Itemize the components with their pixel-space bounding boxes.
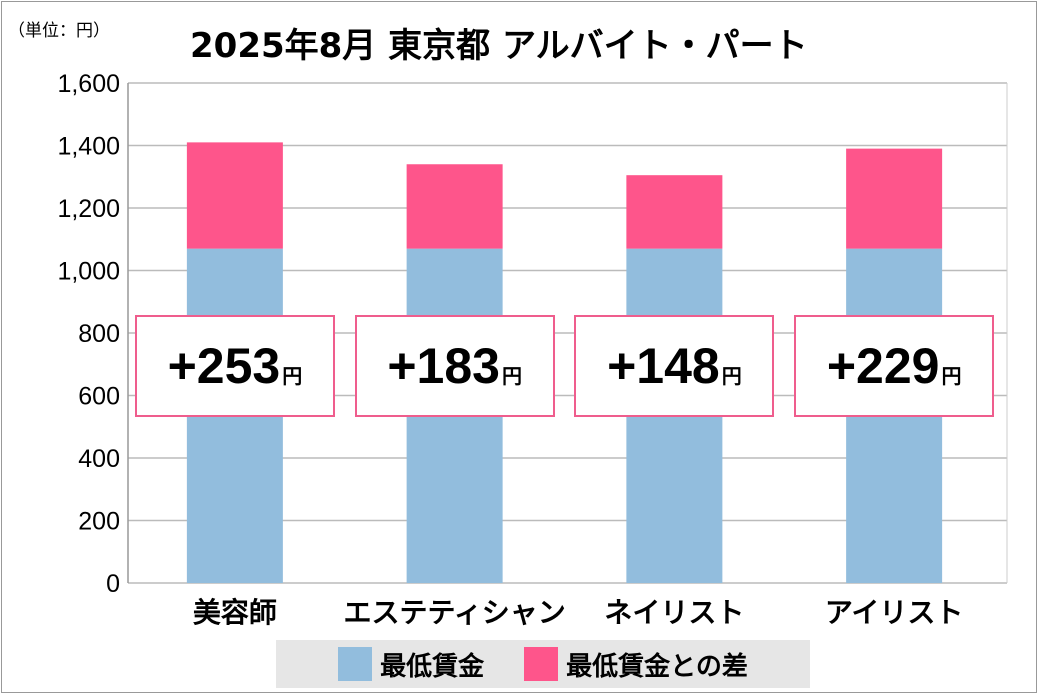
y-tick-label: 400 [78,445,120,473]
legend-label: 最低賃金との差 [566,651,748,682]
difference-label-box: +148 円 [574,315,775,417]
difference-unit: 円 [941,363,962,388]
x-category-label: アイリスト [825,596,964,629]
x-category-label: 美容師 [193,596,277,629]
unit-label: （単位：円） [8,21,110,41]
bar-difference [406,164,503,249]
y-tick-label: 600 [78,383,120,411]
y-tick-label: 800 [78,320,120,348]
legend-swatch [338,647,373,681]
difference-unit: 円 [721,363,742,388]
difference-label-box: +183 円 [354,315,555,417]
legend-swatch [524,647,559,681]
difference-value: +148 [607,338,720,394]
bar-difference [846,148,943,249]
bar-difference [186,142,283,249]
difference-value: +229 [826,338,940,394]
legend-item-difference: 最低賃金との差 [524,646,748,683]
y-tick-label: 1,600 [57,70,120,98]
difference-label-box: +253 円 [134,315,335,417]
difference-unit: 円 [282,363,303,388]
difference-unit: 円 [501,363,522,388]
difference-label-box: +229 円 [794,315,995,417]
legend: 最低賃金 最低賃金との差 [276,640,810,688]
y-tick-label: 0 [106,570,120,598]
chart-title: 2025年8月 東京都 アルバイト・パート [190,26,808,66]
x-category-label: エステティシャン [343,596,565,629]
difference-value: +253 [167,338,281,394]
y-tick-label: 1,000 [57,258,120,286]
y-tick-label: 200 [78,508,120,536]
bar-difference [626,175,723,249]
legend-item-min-wage: 最低賃金 [338,646,484,683]
y-tick-label: 1,200 [57,195,120,223]
difference-value: +183 [387,338,500,394]
legend-label: 最低賃金 [380,651,485,682]
y-tick-label: 1,400 [57,133,120,161]
x-category-label: ネイリスト [604,596,744,629]
